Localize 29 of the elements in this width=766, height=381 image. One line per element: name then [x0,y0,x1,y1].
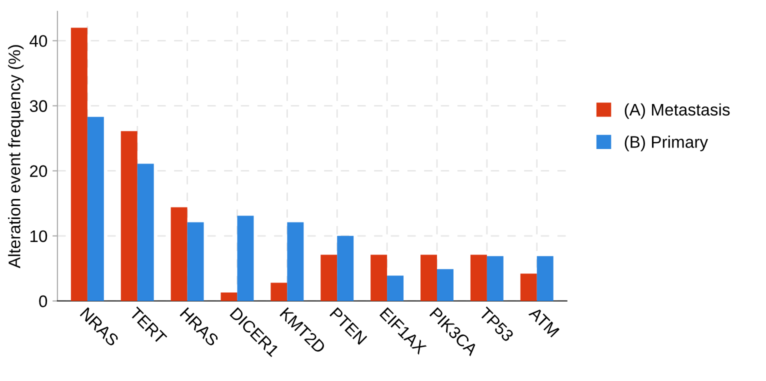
bar [370,254,388,301]
y-tick-label: 30 [30,100,48,112]
bar [120,131,138,301]
y-tick-label: 10 [30,230,48,242]
bar [137,164,154,301]
bar [436,269,454,301]
bar [70,28,88,301]
bar [520,274,537,301]
legend-label: (A) Metastasis [624,103,730,119]
x-tick-label: ATM [528,306,560,338]
bar [337,236,354,301]
bar [87,116,104,301]
bar [287,222,304,301]
bar [187,222,204,301]
legend-label: (B) Primary [624,136,708,152]
bar [470,254,487,301]
bar [237,216,254,301]
bar [486,256,504,301]
y-tick-label: 20 [30,165,48,178]
bar [420,254,437,301]
bar [536,256,554,301]
y-axis-title: Alteration event frequency (%) [8,45,24,268]
bar [170,207,188,301]
y-tick-label: 0 [39,295,48,308]
bar [270,282,288,301]
bar [387,276,404,301]
bar [220,292,238,301]
bar [320,254,338,301]
y-tick-label: 40 [30,35,48,47]
